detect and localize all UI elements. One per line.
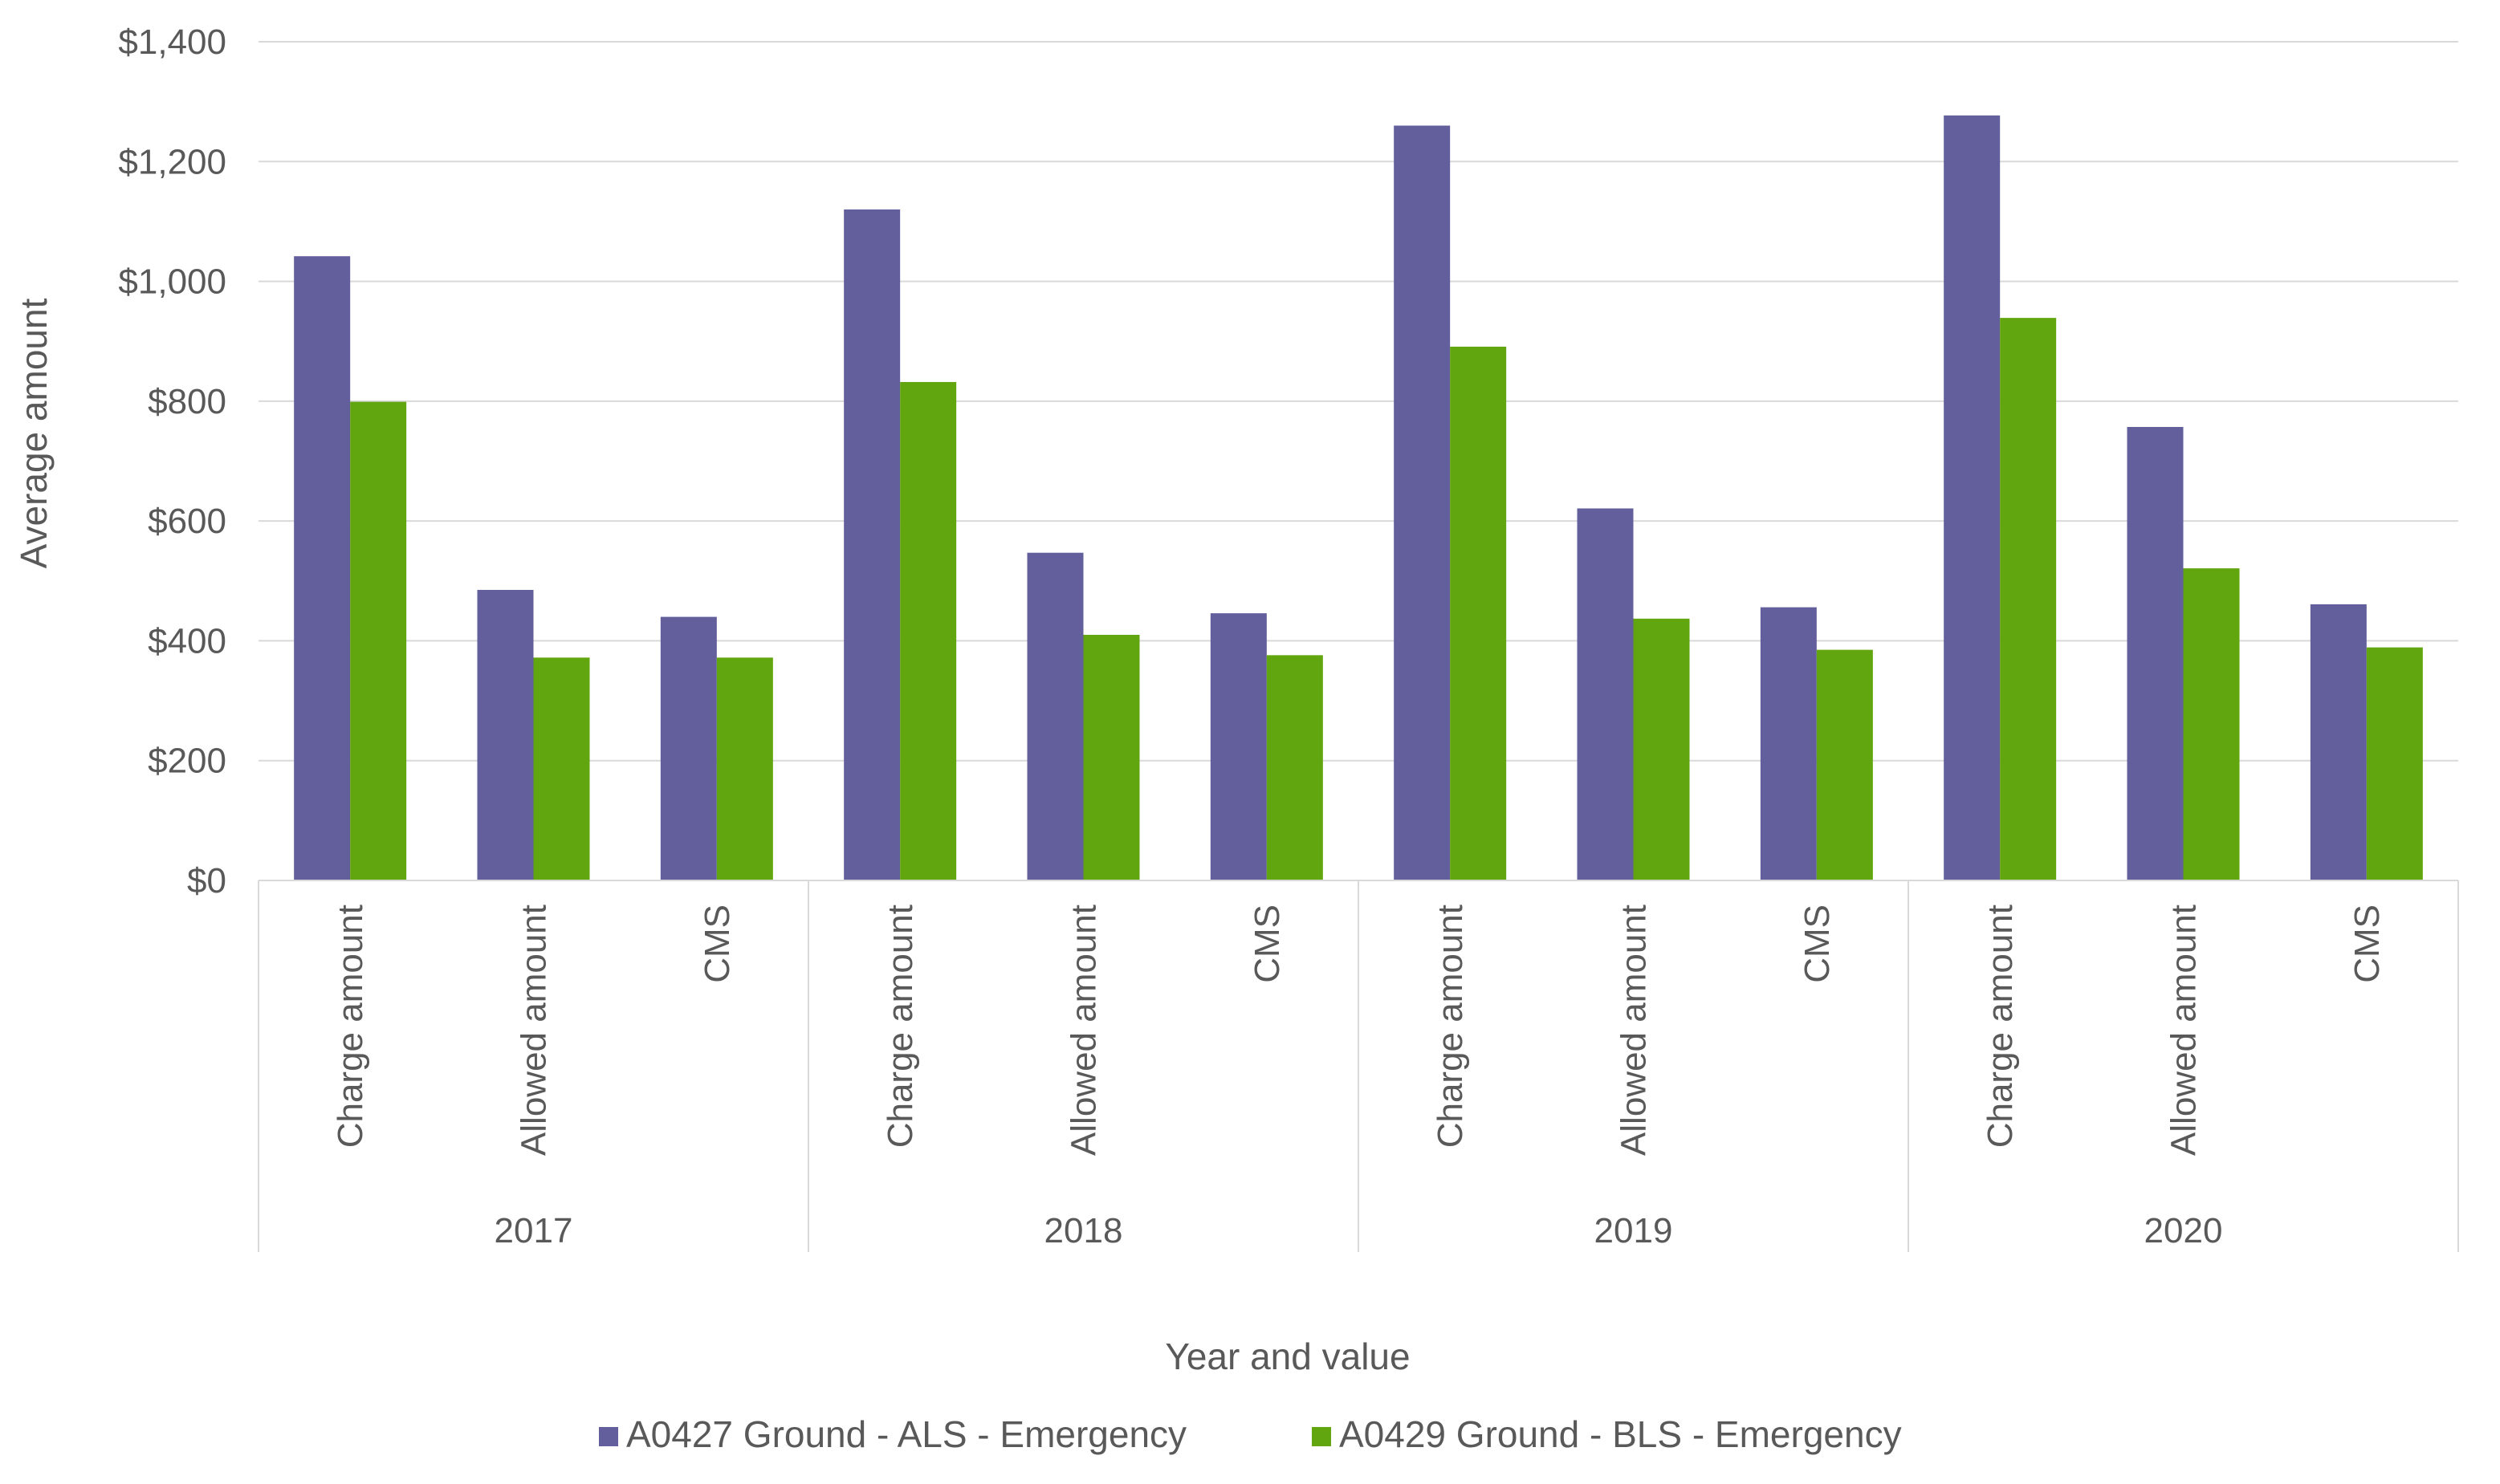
y-tick-label: $800 — [148, 382, 226, 421]
category-label: CMS — [1798, 905, 1837, 983]
bar — [1394, 125, 1451, 880]
y-tick-label: $1,000 — [118, 262, 226, 302]
category-label: Allowed amount — [1065, 905, 1104, 1156]
bar — [2366, 647, 2423, 880]
y-axis-title: Average amount — [13, 298, 55, 568]
category-label: Charge amount — [881, 905, 920, 1148]
category-label: Charge amount — [1981, 905, 2020, 1148]
y-tick-label: $400 — [148, 621, 226, 661]
category-label: Allowed amount — [1614, 905, 1654, 1156]
category-label: Allowed amount — [515, 905, 554, 1156]
bar — [1266, 655, 1323, 880]
category-label: Charge amount — [331, 905, 370, 1148]
bar — [716, 657, 773, 880]
bar — [1944, 115, 2001, 880]
bar — [900, 381, 957, 880]
bar — [1633, 618, 1690, 880]
bar — [1083, 634, 1140, 880]
y-tick-label: $0 — [187, 861, 226, 901]
legend-swatch — [599, 1427, 618, 1446]
bar — [533, 657, 590, 880]
bar — [477, 589, 534, 880]
group-label: 2020 — [2144, 1211, 2223, 1250]
legend-label: A0427 Ground - ALS - Emergency — [626, 1413, 1187, 1455]
category-label: Allowed amount — [2164, 905, 2204, 1156]
bar — [844, 209, 901, 880]
bar — [1816, 649, 1873, 880]
bar — [2127, 426, 2184, 880]
group-label: 2019 — [1594, 1211, 1673, 1250]
category-label: CMS — [698, 905, 737, 983]
x-axis-title: Year and value — [1165, 1336, 1410, 1377]
bar — [1450, 346, 1507, 880]
group-label: 2017 — [495, 1211, 573, 1250]
category-axis: Charge amount Allowed amount CMS Charge amo… — [258, 880, 2459, 1252]
bar — [2000, 318, 2057, 880]
bar — [350, 401, 407, 880]
bar — [2310, 604, 2367, 880]
bar — [1760, 607, 1817, 880]
bar — [660, 616, 717, 880]
group-label: 2018 — [1044, 1211, 1123, 1250]
y-axis-ticks: $0 $200 $400 $600 $800 $1,000 $1,200 $1,400 — [118, 22, 226, 901]
gridlines — [259, 41, 2458, 762]
y-tick-label: $600 — [148, 502, 226, 541]
bar — [1577, 508, 1634, 880]
bar — [1210, 613, 1267, 880]
bars — [294, 115, 2423, 880]
y-tick-label: $1,400 — [118, 22, 226, 62]
bar — [2183, 568, 2240, 880]
legend-label: A0429 Ground - BLS - Emergency — [1339, 1413, 1902, 1455]
category-label: CMS — [1248, 905, 1287, 983]
legend-swatch — [1312, 1427, 1331, 1446]
y-tick-label: $1,200 — [118, 142, 226, 181]
y-tick-label: $200 — [148, 742, 226, 781]
bar — [1027, 552, 1084, 880]
bar — [294, 256, 351, 880]
category-label: Charge amount — [1431, 905, 1470, 1148]
legend: A0427 Ground - ALS - Emergency A0429 Grou… — [599, 1413, 1902, 1455]
category-label: CMS — [2347, 905, 2387, 983]
